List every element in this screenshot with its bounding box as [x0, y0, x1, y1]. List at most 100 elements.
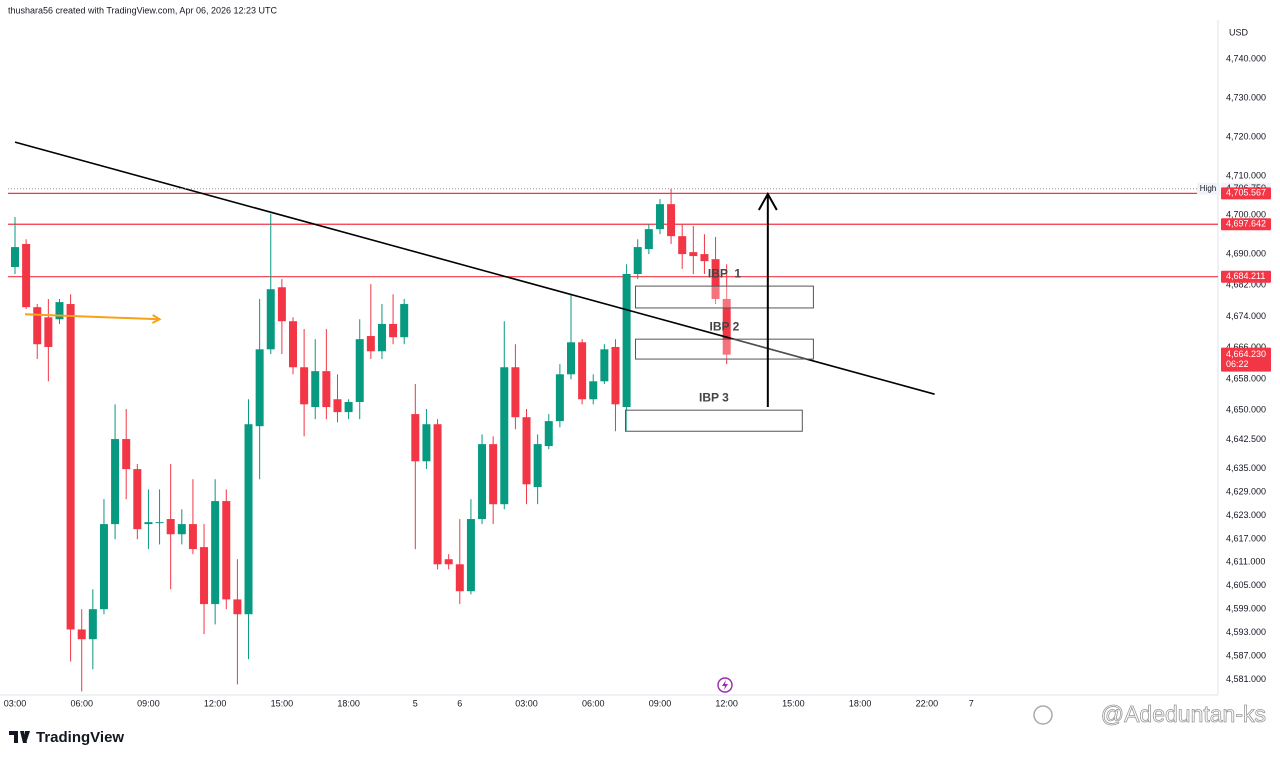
y-tick-label: 4,623.000 — [1226, 510, 1266, 520]
candle-body — [722, 298, 731, 355]
candle-body — [522, 417, 531, 485]
candle-body — [144, 522, 153, 525]
candle-body — [77, 629, 86, 640]
zone-label: IBP 2 — [710, 319, 740, 333]
candle-body — [177, 524, 186, 535]
y-tick-label: 4,650.000 — [1226, 405, 1266, 415]
candle-body — [222, 501, 231, 600]
x-tick-label: 06:00 — [70, 698, 93, 708]
candle-body — [600, 349, 609, 382]
watermark-icon — [1033, 705, 1053, 725]
candle-body — [389, 323, 398, 338]
candle-body — [211, 501, 220, 605]
candle-body — [655, 204, 664, 230]
candle-body — [188, 524, 197, 550]
price-line-tag — [1221, 187, 1271, 200]
x-tick-label: 15:00 — [271, 698, 294, 708]
price-line-tag — [1221, 270, 1271, 283]
x-tick-label: 12:00 — [715, 698, 738, 708]
arrow — [24, 313, 160, 319]
x-tick-label: 15:00 — [782, 698, 805, 708]
y-tick-label: 4,740.000 — [1226, 53, 1266, 63]
candle-body — [455, 564, 464, 592]
price-line-label: 4,684.211 — [1226, 271, 1265, 281]
candle-body — [489, 444, 498, 505]
last-price-tag — [1221, 347, 1271, 372]
candle-body — [466, 519, 475, 592]
y-tick-label: 4,629.000 — [1226, 486, 1266, 496]
candle-body — [122, 439, 131, 470]
candle-body — [644, 229, 653, 250]
brand: TradingView — [36, 729, 124, 746]
candle-body — [44, 317, 53, 347]
trendline — [14, 141, 935, 395]
y-tick-label: 4,605.000 — [1226, 580, 1266, 590]
y-tick-label: 4,658.000 — [1226, 373, 1266, 383]
x-tick-label: 6 — [457, 698, 462, 708]
x-tick-label: 06:00 — [582, 698, 605, 708]
candle-body — [633, 247, 642, 275]
x-tick-label: 09:00 — [649, 698, 672, 708]
candle-body — [55, 302, 64, 320]
x-tick-label: 18:00 — [337, 698, 360, 708]
high-name: High — [1200, 184, 1216, 193]
y-tick-label: 4,587.000 — [1226, 650, 1266, 660]
candle-body — [333, 399, 342, 413]
candle-body — [444, 559, 453, 565]
x-tick-label: 03:00 — [4, 698, 27, 708]
y-tick-label: 4,581.000 — [1226, 674, 1266, 684]
candle-body — [377, 323, 386, 352]
last-price: 4,664.230 — [1226, 349, 1266, 359]
zone-box — [634, 285, 814, 309]
candle-body — [689, 252, 698, 257]
x-tick-label: 22:00 — [916, 698, 939, 708]
high-tag — [1197, 182, 1220, 195]
candle-body — [22, 243, 31, 308]
candle-body — [578, 342, 587, 400]
candle-body — [500, 367, 509, 505]
candle-body — [133, 469, 142, 530]
x-tick-label: 7 — [969, 698, 974, 708]
y-tick-label: 4,710.000 — [1226, 170, 1266, 180]
candle-body — [99, 524, 108, 610]
y-tick-label: 4,674.000 — [1226, 311, 1266, 321]
y-tick-label: 4,617.000 — [1226, 533, 1266, 543]
candle-body — [711, 259, 720, 299]
candle-body — [400, 304, 409, 338]
candle-body — [266, 289, 275, 350]
candle-body — [544, 421, 553, 447]
y-tick-label: 4,593.000 — [1226, 627, 1266, 637]
lightning-icon — [717, 677, 733, 693]
candle-body — [411, 414, 420, 462]
candle-body — [155, 522, 164, 524]
candle-body — [300, 367, 309, 405]
candle-body — [478, 444, 487, 520]
candle-body — [244, 424, 253, 615]
zone-label: IBP 3 — [699, 390, 729, 404]
candle-body — [233, 599, 242, 615]
x-tick-label: 18:00 — [849, 698, 872, 708]
y-tick-label: 4,611.000 — [1226, 557, 1265, 567]
candle-body — [277, 287, 286, 322]
candle-body — [11, 247, 19, 267]
zone-label: IBP 1 — [708, 266, 741, 280]
candle-body — [88, 609, 97, 640]
candle-body — [355, 339, 364, 402]
y-tick-label: 4,642.500 — [1226, 434, 1266, 444]
candle-body — [311, 371, 320, 408]
candle-body — [166, 519, 175, 535]
y-tick-label: 4,682.000 — [1226, 280, 1266, 290]
price-line-label: 4,697.642 — [1226, 219, 1266, 229]
header: thushara56 created with TradingView.com,… — [8, 5, 277, 15]
candle-body — [611, 346, 620, 405]
candle-body — [555, 374, 564, 422]
candle-body — [322, 371, 331, 408]
logo — [9, 731, 30, 743]
y-tick-label: 4,599.000 — [1226, 604, 1266, 614]
candle-body — [589, 381, 598, 400]
zone-box — [634, 338, 814, 360]
x-tick-label: 5 — [413, 698, 418, 708]
candle-body — [200, 547, 209, 605]
x-tick-label: 03:00 — [515, 698, 538, 708]
